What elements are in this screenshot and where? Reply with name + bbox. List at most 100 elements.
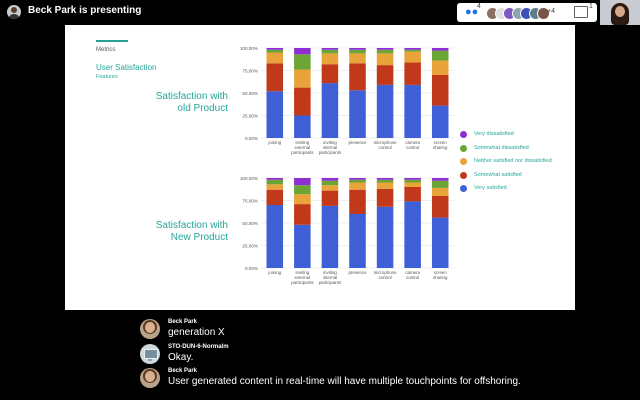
y-tick-label: 100.00% <box>240 46 258 51</box>
bar-segment <box>431 75 449 106</box>
bar-segment <box>266 52 284 64</box>
new-product-chart: 0.00% 25.00% 50.00% 75.00% 100.00% joining inv… <box>240 176 454 285</box>
user-avatar <box>140 319 160 339</box>
x-tick-label: screen sharing <box>433 270 448 280</box>
x-tick-label: presence <box>348 140 367 145</box>
bar-segment <box>266 205 284 268</box>
bar-segment <box>431 48 449 51</box>
bar-segment <box>404 187 421 202</box>
bar-segment <box>266 178 284 180</box>
bar-segment <box>294 178 311 186</box>
chart-old-heading-line1: Satisfaction with <box>155 91 228 102</box>
legend-swatch <box>460 158 467 165</box>
bar-segment <box>266 91 284 138</box>
y-tick-label: 50.00% <box>242 91 258 96</box>
bar-segment <box>321 53 339 65</box>
x-tick-label: presence <box>348 270 367 275</box>
x-tick-label: microphone control <box>374 140 397 150</box>
bar-segment <box>376 188 394 207</box>
chat-message-text: User generated content in real-time will… <box>168 376 521 387</box>
bar-segment <box>376 49 394 54</box>
bar-segment <box>294 48 311 55</box>
legend-swatch <box>460 171 467 179</box>
people-icon[interactable]: ●● <box>465 6 479 18</box>
presenter-avatar <box>7 5 21 19</box>
bar-segment <box>431 50 449 61</box>
section-label: Metrics <box>96 47 116 53</box>
x-tick-label: camera control <box>405 140 420 150</box>
bar-segment <box>321 64 339 84</box>
user-avatar <box>140 368 160 388</box>
bar-segment <box>431 180 449 188</box>
participant-avatar[interactable] <box>537 7 550 20</box>
bar-segment <box>349 49 366 54</box>
x-tick-label: inviting external participants <box>291 140 314 155</box>
bar-segment <box>404 48 421 50</box>
chat-message-text: generation X <box>168 327 225 338</box>
bar-segment <box>349 189 366 214</box>
bar-segment <box>321 190 339 206</box>
legend-label: Somewhat dissatisfied <box>474 144 529 151</box>
chat-icon[interactable] <box>574 6 588 18</box>
bar-segment <box>321 48 339 50</box>
room-device-avatar <box>140 344 160 364</box>
chart-old-heading-line2: old Product <box>177 103 228 114</box>
bar-segment <box>431 105 449 138</box>
y-tick-label: 25.00% <box>242 243 258 248</box>
slide-title: User Satisfaction <box>96 63 157 72</box>
bar-segment <box>404 84 421 138</box>
bar-segment <box>431 217 449 268</box>
bar-segment <box>321 205 339 268</box>
bar-segment <box>376 65 394 85</box>
y-tick-label: 0.00% <box>245 266 258 271</box>
y-tick-label: 50.00% <box>242 221 258 226</box>
y-tick-label: 100.00% <box>240 176 258 181</box>
bar-segment <box>376 182 394 189</box>
chart-old-heading: Satisfaction with old Product <box>156 91 228 115</box>
bar-segment <box>349 53 366 64</box>
more-participants[interactable]: +4 <box>547 8 555 15</box>
bar-segment <box>266 184 284 190</box>
x-tick-label: joining <box>267 270 281 275</box>
chat-sender-name: Beck Park <box>168 319 198 325</box>
bar-segment <box>349 179 366 183</box>
bar-segment <box>404 201 421 268</box>
bar-segment <box>404 182 421 187</box>
bar-segment <box>404 62 421 85</box>
bar-segment <box>294 204 311 225</box>
bar-segment <box>321 180 339 186</box>
x-tick-label: inviting internal participants <box>319 140 342 155</box>
bar-segment <box>376 84 394 138</box>
bar-segment <box>376 206 394 268</box>
legend-swatch <box>460 185 467 192</box>
bar-segment <box>376 53 394 66</box>
slide-subtitle: Features <box>96 74 118 80</box>
bar-segment <box>431 178 449 181</box>
self-video-tile[interactable] <box>600 0 640 25</box>
y-tick-label: 75.00% <box>242 68 258 73</box>
x-tick-label: inviting external participants <box>291 270 314 285</box>
people-panel[interactable]: ●● 4 +4 1 <box>457 3 597 22</box>
x-tick-label: screen sharing <box>433 140 448 150</box>
legend-swatch <box>460 131 467 138</box>
bar-segment <box>349 182 366 190</box>
bar-segment <box>266 48 284 50</box>
bar-segment <box>349 90 366 138</box>
chart-new-heading-line1: Satisfaction with <box>155 220 228 231</box>
bar-segment <box>404 49 421 52</box>
x-tick-label: microphone control <box>374 270 397 280</box>
bar-segment <box>266 63 284 92</box>
chat-sender-name: Beck Park <box>168 368 198 374</box>
bar-segment <box>321 178 339 181</box>
top-bar: Beck Park is presenting ●● 4 +4 1 <box>0 0 640 25</box>
chart-new-heading: Satisfaction with New Product <box>156 220 228 244</box>
y-tick-label: 25.00% <box>242 113 258 118</box>
chart-new-heading-line2: New Product <box>170 232 228 243</box>
bar-segment <box>294 69 311 88</box>
bar-segment <box>349 178 366 180</box>
presentation-slide: Metrics User Satisfaction Features Satis… <box>65 25 575 310</box>
bar-segment <box>321 49 339 54</box>
bar-segment <box>294 185 311 195</box>
x-tick-label: camera control <box>405 270 420 280</box>
bar-segment <box>349 48 366 50</box>
